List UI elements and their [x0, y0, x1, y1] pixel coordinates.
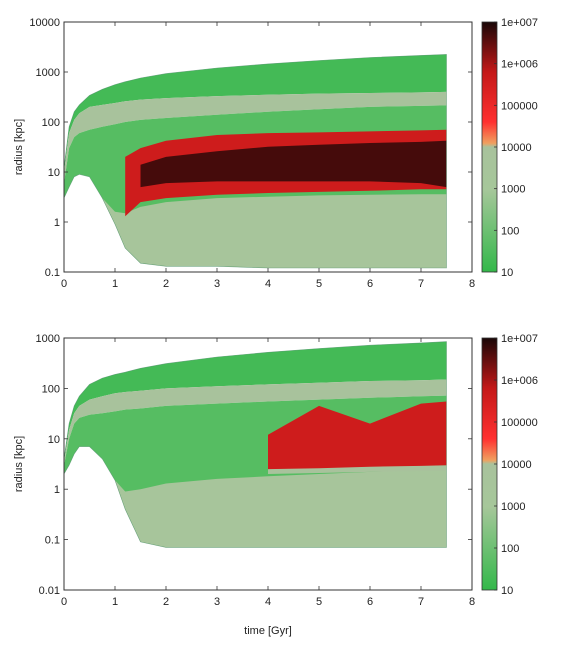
top-x-tick-label: 4	[265, 278, 271, 290]
top-x-tick-label: 5	[316, 278, 322, 290]
bottom-colorbar-tick-label: 1e+007	[501, 333, 538, 345]
bottom-x-tick-label: 2	[163, 596, 169, 608]
bottom-y-tick-label: 1000	[36, 333, 60, 345]
bottom-y-axis: 0.01 0.1 1 10 100 1000	[36, 333, 472, 597]
bottom-layer-4	[268, 465, 447, 474]
bottom-x-tick-label: 1	[112, 596, 118, 608]
top-x-tick-label: 8	[469, 278, 475, 290]
bottom-envelope	[64, 341, 447, 548]
top-plot-area	[64, 54, 447, 269]
bottom-fills	[64, 341, 447, 548]
top-y-axis: 0.1 1 10 100 1000 10000	[29, 17, 472, 279]
top-x-tick-label: 2	[163, 278, 169, 290]
top-y-tick-label: 100	[42, 117, 60, 129]
bottom-y-axis-label: radius [kpc]	[13, 436, 25, 492]
top-x-tick-label: 0	[61, 278, 67, 290]
top-colorbar-tick-label: 100	[501, 225, 519, 237]
bottom-layer-3	[64, 446, 447, 548]
bottom-layer-5	[268, 401, 447, 470]
top-colorbar-tick-label: 1e+007	[501, 17, 538, 29]
bottom-colorbar-tick-label: 10	[501, 585, 513, 597]
bottom-y-tick-label: 1	[54, 484, 60, 496]
top-x-tick-label: 6	[367, 278, 373, 290]
bottom-x-tick-label: 8	[469, 596, 475, 608]
bottom-y-tick-label: 0.1	[45, 535, 60, 547]
bottom-x-tick-label: 3	[214, 596, 220, 608]
bottom-y-tick-label: 0.01	[39, 585, 60, 597]
bottom-y-tick-label: 100	[42, 383, 60, 395]
bottom-panel: 0 1 2 3 4 5 6 7 8 0.01 0.1 1 10 100 1000 radius [kpc]…	[13, 333, 538, 637]
top-colorbar-tick-label: 100000	[501, 100, 538, 112]
bottom-colorbar-ticks: 10 100 1000 10000 100000 1e+006 1e+007	[494, 333, 538, 597]
bottom-colorbar-tick-label: 100000	[501, 417, 538, 429]
top-colorbar-tick-label: 1000	[501, 184, 525, 196]
top-x-tick-label: 3	[214, 278, 220, 290]
bottom-x-axis: 0 1 2 3 4 5 6 7 8	[61, 338, 475, 608]
top-layer-5	[140, 140, 447, 188]
bottom-x-tick-label: 6	[367, 596, 373, 608]
bottom-y-tick-label: 10	[48, 434, 60, 446]
top-colorbar-tick-label: 1e+006	[501, 59, 538, 71]
top-colorbar-tick-label: 10000	[501, 142, 532, 154]
top-envelope	[64, 54, 447, 269]
top-x-tick-label: 1	[112, 278, 118, 290]
top-x-axis: 0 1 2 3 4 5 6 7 8	[61, 22, 475, 290]
bottom-plot-area	[64, 341, 447, 548]
bottom-colorbar-tick-label: 10000	[501, 459, 532, 471]
top-fills	[64, 54, 447, 269]
bottom-colorbar-tick-label: 1e+006	[501, 375, 538, 387]
top-y-tick-label: 1000	[36, 67, 60, 79]
bottom-layer-1	[64, 379, 447, 466]
top-x-tick-label: 7	[418, 278, 424, 290]
bottom-colorbar-tick-label: 100	[501, 543, 519, 555]
top-y-tick-label: 10	[48, 167, 60, 179]
top-colorbar-ticks: 10 100 1000 10000 100000 1e+006 1e+007	[494, 17, 538, 279]
top-y-tick-label: 1	[54, 217, 60, 229]
bottom-x-tick-label: 4	[265, 596, 271, 608]
bottom-x-axis-label: time [Gyr]	[244, 625, 292, 637]
top-layer-1	[64, 91, 447, 184]
top-layer-3	[64, 174, 447, 268]
bottom-layer-0	[64, 341, 447, 462]
top-y-tick-label: 10000	[29, 17, 60, 29]
top-layer-0	[64, 54, 447, 172]
top-y-axis-label: radius [kpc]	[13, 119, 25, 175]
top-panel: 0 1 2 3 4 5 6 7 8 0.1 1 10 100 1000 10000 radius [kpc…	[13, 17, 538, 290]
bottom-colorbar-tick-label: 1000	[501, 501, 525, 513]
bottom-x-tick-label: 5	[316, 596, 322, 608]
top-y-tick-label: 0.1	[45, 267, 60, 279]
bottom-x-tick-label: 7	[418, 596, 424, 608]
bottom-x-tick-label: 0	[61, 596, 67, 608]
top-colorbar-tick-label: 10	[501, 267, 513, 279]
